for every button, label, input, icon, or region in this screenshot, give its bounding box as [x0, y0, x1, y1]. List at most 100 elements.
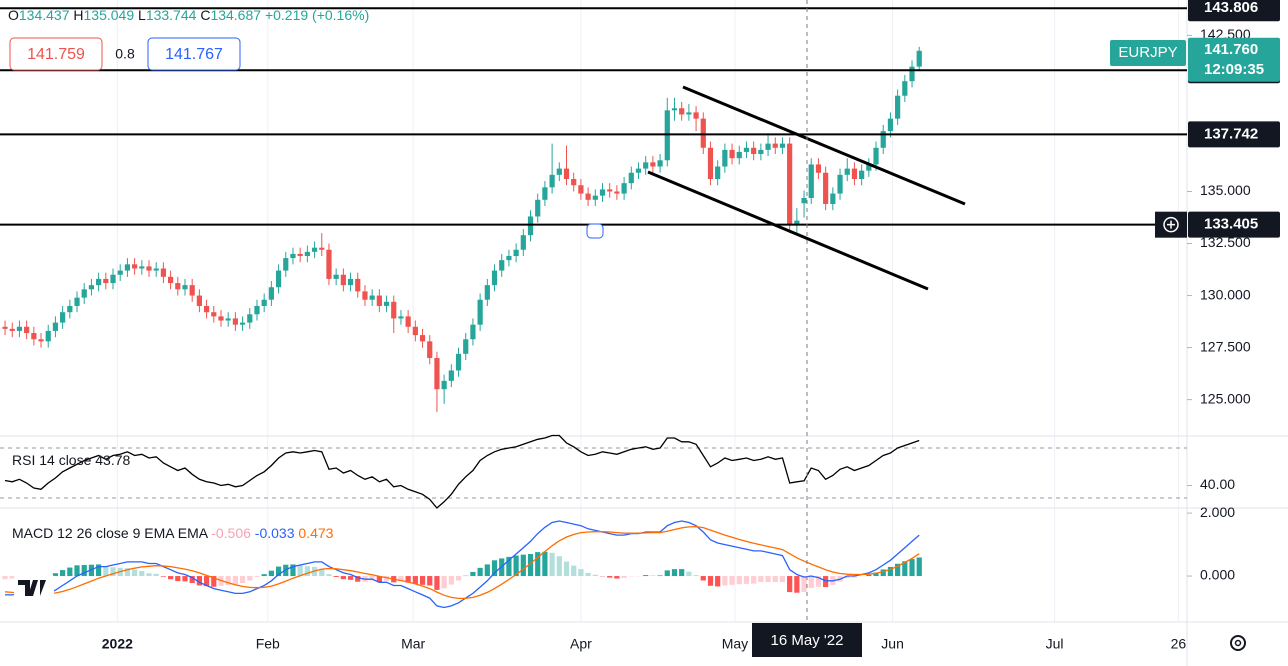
candle-body [794, 220, 800, 225]
histogram-bar [873, 572, 879, 577]
candle-body [556, 168, 562, 175]
candle-body [866, 164, 872, 171]
candle-body [218, 316, 224, 321]
change-label: +0.219 (+0.16%) [265, 7, 369, 23]
settings-icon[interactable] [1230, 635, 1246, 651]
candle-body [657, 160, 663, 167]
histogram-bar [887, 566, 894, 577]
candle-body [383, 301, 390, 306]
candle-body [38, 339, 44, 342]
rsi-title: RSI 14 close [12, 452, 92, 468]
histogram-bar [239, 576, 246, 583]
histogram-bar [247, 576, 253, 581]
histogram-bar [340, 576, 346, 580]
y-tick-label: 0.000 [1200, 567, 1235, 583]
candle-body [434, 357, 440, 390]
level-badge [1188, 121, 1280, 148]
histogram-bar [851, 576, 858, 578]
logo[interactable] [14, 574, 54, 604]
histogram-bar [304, 566, 310, 577]
price-labels: 143.806140.827137.742133.405141.76012:09… [1155, 0, 1280, 238]
ask-button[interactable] [147, 37, 241, 71]
histogram-bar [686, 571, 692, 577]
histogram-bar [167, 576, 174, 580]
histogram-bar [614, 576, 620, 579]
symbol-badge [1110, 40, 1186, 66]
anchor-handle[interactable] [586, 223, 604, 239]
histogram-bar [67, 567, 73, 577]
logo-mark[interactable] [18, 580, 46, 596]
histogram-bar [369, 576, 375, 581]
candle-body [830, 193, 836, 204]
ohlc-value: 133.744 [146, 7, 197, 23]
histogram-bar [671, 569, 678, 577]
histogram-bar [779, 576, 786, 583]
gear-center[interactable] [1234, 639, 1242, 647]
histogram-bar [419, 576, 426, 585]
histogram-bar [715, 576, 721, 587]
histogram-bar [866, 574, 872, 577]
histogram-bar [664, 570, 670, 577]
gear[interactable] [1230, 635, 1246, 651]
bid-button[interactable] [9, 37, 103, 71]
symbol: EURJPY [1118, 44, 1177, 61]
rsi-value: 43.78 [95, 452, 130, 468]
histogram-bar [268, 570, 274, 577]
y-tick-label: 2.000 [1200, 504, 1235, 520]
bid-price[interactable]: 141.759 [27, 46, 85, 63]
candle-body [268, 287, 274, 300]
candle-body [779, 143, 786, 148]
x-tick-label: Feb [256, 636, 280, 652]
histogram-bar [434, 576, 440, 590]
histogram-bar [448, 576, 454, 585]
ohlc-value: 134.687 [210, 7, 261, 23]
candle-body [167, 276, 174, 284]
histogram-bar [491, 560, 498, 577]
candle-body [679, 108, 685, 115]
rsi-line [4, 434, 920, 509]
candle-body [16, 326, 23, 331]
histogram-bar [455, 576, 462, 581]
histogram-bar [815, 576, 822, 587]
histogram-bar [535, 552, 541, 577]
histogram-bar [441, 576, 447, 589]
candle-body [801, 197, 807, 204]
histogram-bar [383, 576, 390, 581]
histogram-bar [81, 565, 87, 577]
candle-body [491, 270, 498, 286]
candle-body [67, 305, 73, 313]
candle-body [455, 353, 462, 371]
candle-body [103, 278, 109, 284]
candle-body [599, 189, 606, 196]
candle-body [693, 112, 699, 119]
histogram-bar [643, 575, 649, 577]
histogram-bar [60, 570, 66, 577]
histogram-bar [261, 574, 267, 577]
candle-body [405, 316, 411, 327]
histogram-bar [124, 568, 131, 577]
candle-body [743, 147, 750, 152]
x-tick-label: Mar [401, 636, 425, 652]
ask-price[interactable]: 141.767 [165, 46, 223, 63]
candle-body [463, 339, 469, 354]
x-tick-label: 2022 [102, 636, 133, 652]
add-alert-plus [1167, 220, 1175, 229]
histogram-bar [513, 555, 519, 577]
histogram-bar [527, 554, 534, 577]
signal-line [4, 525, 920, 600]
candle-body [376, 295, 382, 306]
candle-body [160, 268, 167, 277]
candle-body [549, 174, 555, 188]
histogram-bar [902, 561, 908, 577]
level-label: 143.806 [1204, 0, 1258, 16]
histogram-bar [794, 576, 800, 593]
candle-body [736, 151, 742, 159]
candle-body [823, 172, 829, 204]
histogram-bar [153, 573, 159, 577]
candle-body [585, 193, 591, 200]
candle-body [722, 149, 728, 167]
crosshair-badge [752, 623, 862, 657]
histogram-bar [132, 569, 138, 577]
candle-body [902, 81, 908, 96]
candle-body [859, 170, 865, 179]
